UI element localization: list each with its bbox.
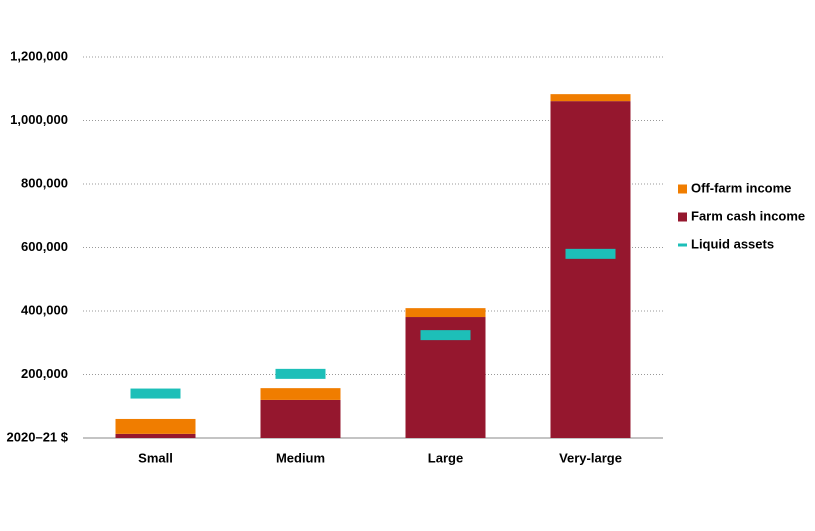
y-axis-label: 2020–21 $ [7,429,69,444]
y-tick-label: 1,000,000 [10,112,68,127]
bar-segment [405,308,486,318]
legend-label: Liquid assets [691,236,774,251]
dash-marker [565,248,616,259]
y-tick-label: 600,000 [21,239,68,254]
x-tick-label: Very-large [559,450,622,465]
x-tick-label: Medium [276,450,325,465]
legend-label: Farm cash income [691,208,805,223]
bar-segment [115,433,196,438]
y-tick-label: 200,000 [21,366,68,381]
legend-swatch [678,243,687,247]
bar-segment [550,101,631,438]
y-tick-label: 400,000 [21,302,68,317]
y-tick-label: 1,200,000 [10,48,68,63]
legend-label: Off-farm income [691,180,791,195]
y-tick-label: 800,000 [21,175,68,190]
dash-marker [275,368,326,379]
bar-segment [550,94,631,102]
x-tick-label: Small [138,450,173,465]
dash-marker [420,330,471,341]
x-tick-label: Large [428,450,463,465]
legend-swatch [678,212,687,222]
bar-segment [260,399,341,438]
dash-marker [130,388,181,399]
bar-segment [115,418,196,434]
bar-segment [260,388,341,400]
legend-swatch [678,184,687,194]
